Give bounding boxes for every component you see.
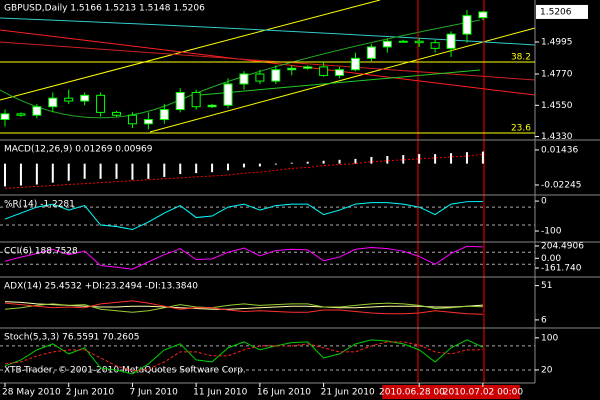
- candle-body: [319, 66, 329, 76]
- y-tick-label: 51: [541, 281, 552, 291]
- candle-body: [207, 104, 217, 108]
- candle-body: [80, 94, 90, 102]
- candle-body: [175, 91, 185, 111]
- candle-body: [430, 42, 440, 49]
- drawings: [0, 0, 536, 383]
- trend-line: [0, 41, 536, 81]
- y-tick-label: 100: [541, 333, 558, 343]
- x-tick-label: 11 Jun 2010: [193, 388, 247, 398]
- moving-average: [0, 19, 481, 119]
- y-tick-label: -100: [541, 227, 562, 237]
- trend-line: [199, 69, 481, 96]
- indicator-line: [4, 200, 483, 231]
- trend-line: [149, 27, 536, 133]
- y-tick-label: 1.4995: [541, 37, 573, 47]
- watermark: XTB-Trader, © 2001-2010 MetaQuotes Softw…: [4, 366, 246, 376]
- x-label-highlight: [382, 385, 457, 399]
- panel-title: %R(14) -1.2281: [4, 200, 75, 210]
- x-tick-label: 2010.06.28 00:00: [379, 388, 460, 398]
- candle-body: [96, 94, 106, 113]
- candle-body: [16, 113, 26, 116]
- current-price: 1.5206: [540, 7, 572, 17]
- candle-body: [191, 91, 201, 108]
- indicator-line: [4, 300, 483, 315]
- candle-body: [127, 114, 137, 125]
- x-tick-label: 16 Jun 2010: [257, 388, 311, 398]
- fib-label: 23.6: [511, 124, 531, 134]
- indicator-line: [4, 339, 484, 375]
- candle-body: [112, 111, 122, 116]
- y-tick-label: 1.4770: [541, 69, 573, 79]
- x-label-highlight: [445, 385, 520, 399]
- candle-body: [478, 11, 488, 19]
- candle-body: [462, 15, 472, 35]
- candle-body: [159, 109, 169, 121]
- panel-title: CCI(6) 188.7528: [4, 247, 78, 257]
- x-tick-label: 2 Jun 2010: [66, 388, 115, 398]
- y-tick-label: 6: [541, 315, 547, 325]
- candle-body: [350, 57, 360, 71]
- candle-body: [223, 83, 233, 106]
- candle-body: [0, 113, 10, 121]
- x-tick-label: 7 Jun 2010: [129, 388, 178, 398]
- panel-title: ADX(14) 25.4532 +DI:23.2494 -DI:13.3840: [4, 282, 198, 292]
- candle-body: [303, 66, 313, 69]
- x-tick-label: 28 May 2010: [2, 388, 61, 398]
- candle-body: [271, 69, 281, 82]
- indicator-line: [4, 341, 483, 372]
- indicator-line: [4, 302, 483, 313]
- y-tick-label: 0: [541, 197, 547, 207]
- y-tick-label: 0.01436: [541, 145, 578, 155]
- candle-body: [287, 67, 297, 71]
- panel-title: GBPUSD,Daily 1.5166 1.5213 1.5148 1.5206: [4, 4, 205, 14]
- y-tick-label: 1.4550: [541, 101, 573, 111]
- moving-average: [0, 17, 536, 46]
- candle-body: [366, 46, 376, 59]
- y-tick-label: 1.4330: [541, 132, 573, 142]
- y-tick-label: 20: [541, 365, 553, 375]
- candle-body: [255, 73, 265, 82]
- y-tick-label: 0.00: [541, 254, 561, 264]
- candle-body: [382, 40, 392, 48]
- signal-line: [4, 153, 483, 189]
- candle-body: [64, 97, 74, 102]
- y-tick-label: 204.4906: [541, 241, 584, 251]
- candle-body: [239, 73, 249, 85]
- candle-body: [32, 106, 42, 116]
- candle-body: [335, 69, 345, 76]
- price-box: [536, 4, 588, 19]
- panel-title: Stoch(5,3,3) 76.5591 70.2605: [4, 333, 139, 343]
- trend-line: [0, 0, 381, 101]
- candle-body: [48, 97, 58, 108]
- y-tick-label: -0.02245: [541, 180, 581, 190]
- x-tick-label: 2010.07.02 00:00: [443, 388, 524, 398]
- candle-body: [398, 40, 408, 43]
- y-tick-label: -161.740: [541, 264, 582, 274]
- fib-label: 38.2: [511, 53, 531, 63]
- candle-body: [143, 119, 153, 125]
- x-tick-label: 21 Jun 2010: [321, 388, 375, 398]
- candle-body: [446, 33, 456, 49]
- candle-body: [414, 40, 424, 44]
- panel-title: MACD(12,26,9) 0.01269 0.00969: [4, 145, 153, 155]
- indicator-line: [4, 301, 483, 310]
- indicator-line: [4, 245, 483, 270]
